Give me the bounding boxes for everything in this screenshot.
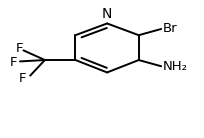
Text: NH₂: NH₂ — [163, 60, 188, 73]
Text: F: F — [19, 72, 26, 85]
Text: N: N — [102, 7, 112, 21]
Text: Br: Br — [163, 22, 178, 35]
Text: F: F — [10, 56, 18, 69]
Text: F: F — [16, 42, 24, 55]
